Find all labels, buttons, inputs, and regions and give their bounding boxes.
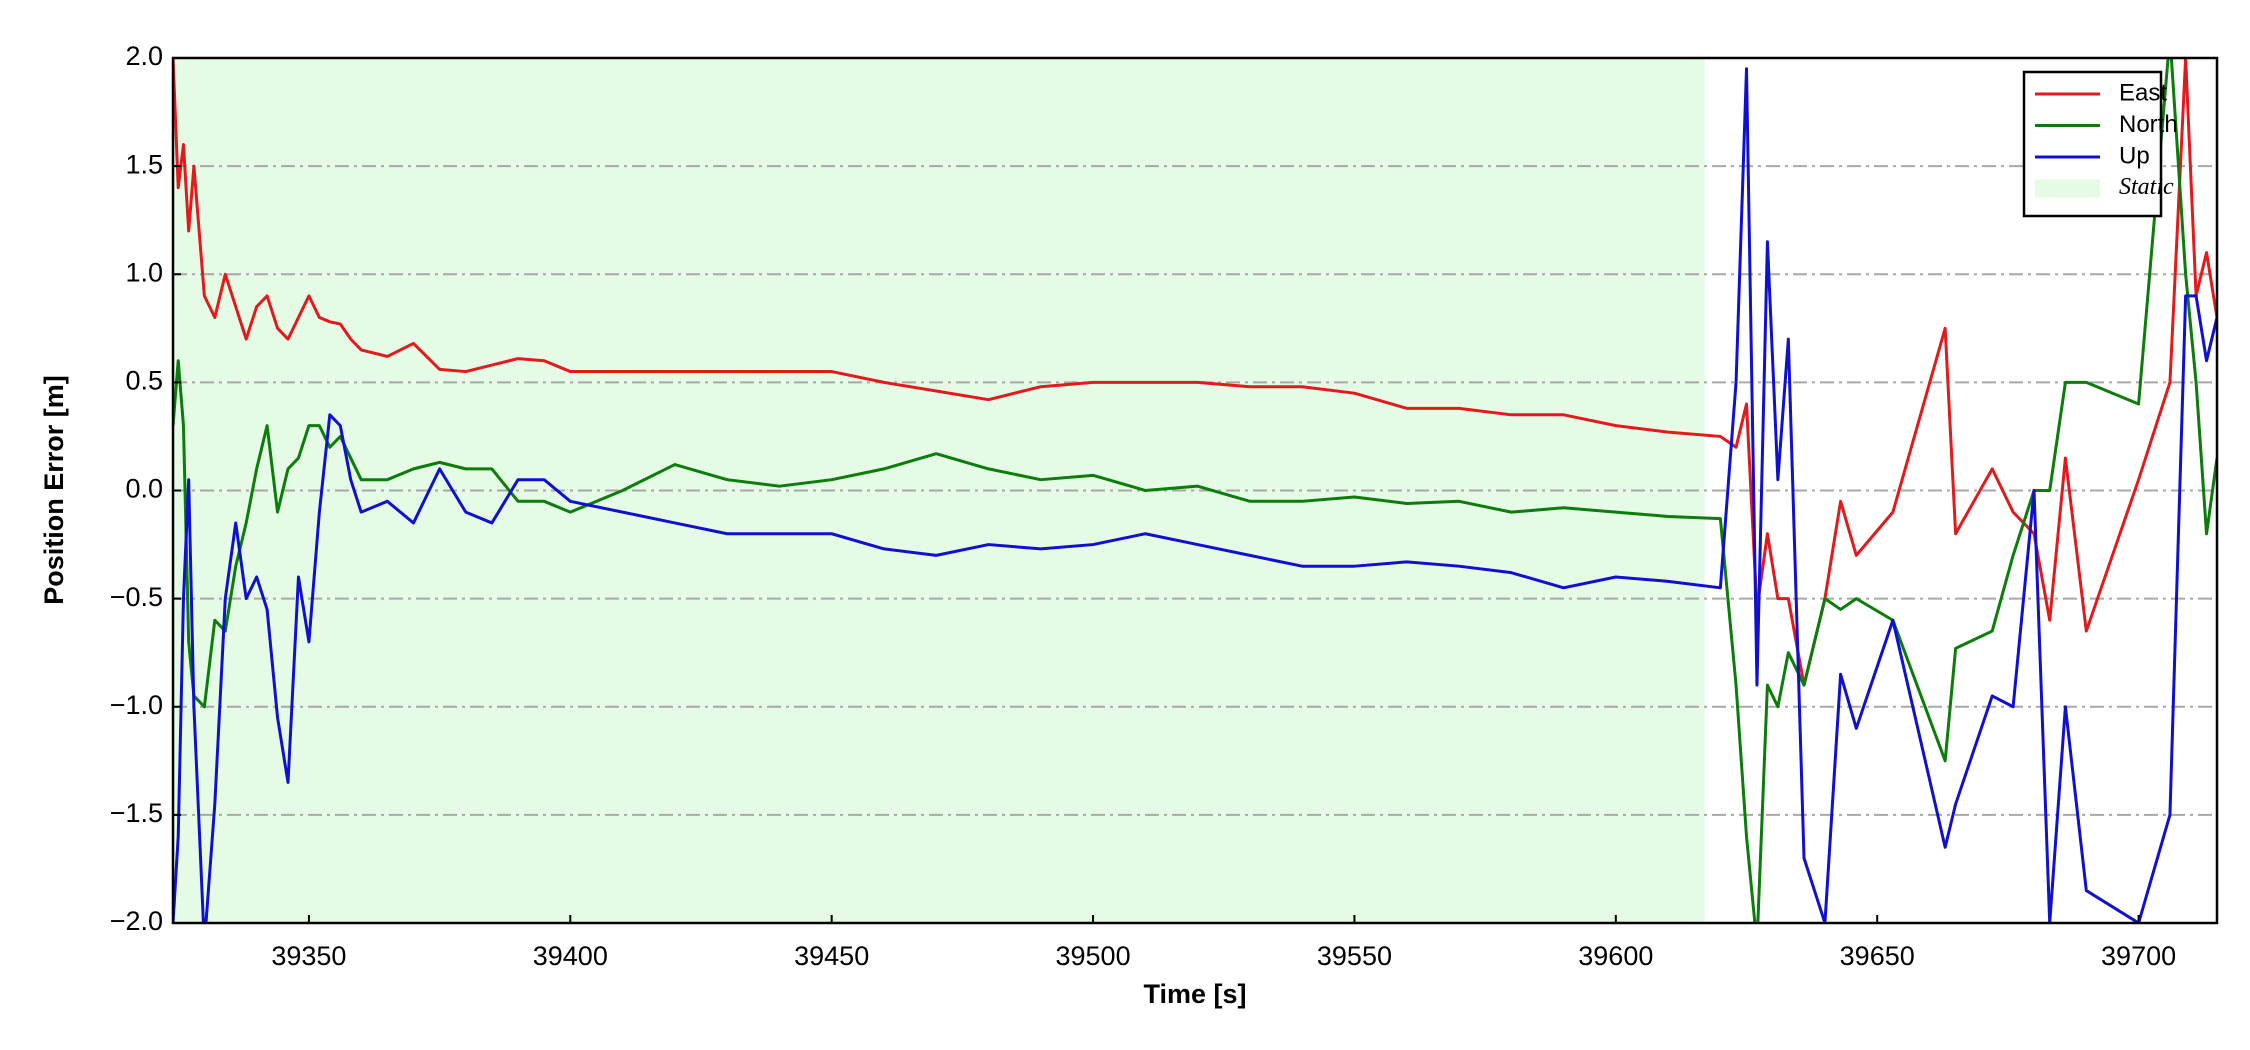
x-tick-label: 39350 [271, 941, 346, 971]
series-line [173, 58, 2217, 923]
y-axis-label: Position Error [m] [39, 375, 69, 605]
y-tick-label: 2.0 [125, 41, 163, 71]
plot-area [173, 58, 2217, 923]
legend-label: Up [2119, 142, 2150, 169]
x-tick-label: 39650 [1840, 941, 1915, 971]
y-tick-label: 0.5 [125, 366, 163, 396]
series-line [173, 67, 2217, 923]
y-tick-label: 1.0 [125, 257, 163, 287]
y-tick-label: −0.5 [110, 582, 163, 612]
plot-frame [171, 56, 2219, 925]
y-tick-label: −1.0 [110, 690, 163, 720]
y-tick-label: −1.5 [110, 798, 163, 828]
x-tick-label: 39550 [1317, 941, 1392, 971]
legend-label: East [2119, 79, 2167, 106]
x-tick-label: 39400 [533, 941, 608, 971]
x-axis-label: Time [s] [1143, 979, 1246, 1009]
y-tick-label: 0.0 [125, 474, 163, 504]
legend-label: Static [2119, 174, 2174, 200]
y-tick-label: 1.5 [125, 149, 163, 179]
series-line [173, 58, 2217, 687]
legend-label: North [2119, 111, 2178, 138]
x-tick-label: 39450 [794, 941, 869, 971]
x-tick-label: 39700 [2101, 941, 2176, 971]
legend: East North Up Static [2022, 70, 2178, 218]
x-tick-label: 39500 [1056, 941, 1131, 971]
legend-swatch [2035, 179, 2100, 198]
y-tick-label: −2.0 [110, 906, 163, 936]
x-tick-label: 39600 [1578, 941, 1653, 971]
